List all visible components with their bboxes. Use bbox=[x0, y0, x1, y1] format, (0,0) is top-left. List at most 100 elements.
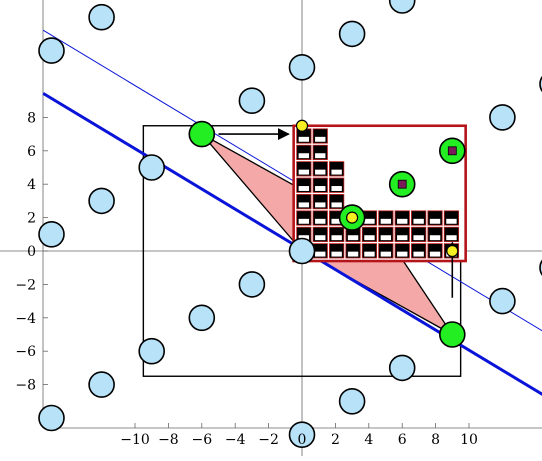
inset-cell bbox=[329, 226, 345, 243]
x-tick-label: −10 bbox=[120, 432, 150, 448]
x-tick-label: 2 bbox=[331, 432, 340, 448]
lattice-point bbox=[288, 54, 316, 81]
inset-cell bbox=[296, 144, 312, 161]
inset-cell-highlight bbox=[315, 251, 326, 257]
y-tick-label: −8 bbox=[15, 378, 36, 394]
inset-cell-highlight bbox=[364, 251, 375, 257]
inset-cell bbox=[312, 194, 328, 210]
inset-cell bbox=[312, 226, 328, 243]
inset-cell bbox=[394, 210, 410, 226]
lattice-point bbox=[489, 104, 516, 131]
inset-cell bbox=[329, 161, 345, 177]
lattice-point bbox=[238, 87, 266, 114]
inset-cell-highlight bbox=[331, 186, 342, 191]
yellow-point bbox=[446, 244, 459, 258]
inset-cell bbox=[296, 177, 312, 193]
inset-cell bbox=[394, 226, 410, 243]
inset-cell bbox=[329, 194, 345, 210]
inset-cell bbox=[329, 243, 345, 259]
inset-cell-highlight bbox=[397, 235, 408, 241]
lattice-point bbox=[188, 304, 216, 332]
basis-point bbox=[438, 321, 466, 348]
basis-point bbox=[188, 120, 216, 148]
inset-cell-highlight bbox=[315, 235, 326, 241]
inset-cell bbox=[345, 243, 361, 259]
y-tick-label: −6 bbox=[15, 344, 36, 360]
lattice-point bbox=[38, 404, 65, 432]
lattice-point bbox=[288, 421, 316, 449]
inset-cell bbox=[312, 144, 328, 161]
y-tick-label: 6 bbox=[27, 144, 36, 160]
inset-cell-highlight bbox=[429, 251, 441, 257]
inset-cell bbox=[411, 226, 427, 243]
lattice-points bbox=[38, 0, 542, 449]
inset-cell-highlight bbox=[331, 169, 342, 175]
x-tick-label: −4 bbox=[225, 432, 246, 448]
y-tick-label: 2 bbox=[27, 211, 36, 227]
inset-cell-highlight bbox=[380, 235, 392, 241]
inset-cell bbox=[312, 210, 328, 226]
inset-cell-highlight bbox=[429, 235, 441, 241]
lattice-point bbox=[338, 387, 366, 415]
inset-cell-highlight bbox=[298, 186, 310, 191]
inset-cell-highlight bbox=[315, 202, 326, 208]
inset-cell-highlight bbox=[331, 202, 342, 208]
inset-cell-highlight bbox=[446, 218, 457, 224]
highlight-point-core bbox=[397, 179, 407, 189]
inset-cell bbox=[411, 210, 427, 226]
inset-cell bbox=[296, 161, 312, 177]
inset-cell bbox=[411, 243, 427, 259]
inset-cell-highlight bbox=[413, 235, 424, 241]
inset-cell bbox=[378, 226, 394, 243]
inset-cell-highlight bbox=[347, 251, 359, 257]
inset-cell-highlight bbox=[315, 186, 326, 191]
inset-region bbox=[292, 124, 467, 263]
lattice-point bbox=[238, 271, 266, 298]
lattice-point bbox=[388, 0, 416, 14]
lattice-point bbox=[88, 187, 115, 215]
inset-cell-highlight bbox=[331, 235, 342, 241]
inset-cell-highlight bbox=[364, 218, 375, 224]
inset-cell-highlight bbox=[446, 235, 457, 241]
inset-cell-highlight bbox=[331, 218, 342, 224]
inset-cell bbox=[427, 210, 443, 226]
y-tick-label: 4 bbox=[27, 177, 36, 193]
lattice-point bbox=[288, 237, 316, 265]
x-tick-label: −2 bbox=[258, 432, 279, 448]
lattice-point bbox=[138, 154, 165, 181]
lattice-point bbox=[88, 3, 115, 31]
y-tick-label: 8 bbox=[27, 110, 36, 126]
inset-cell bbox=[394, 243, 410, 259]
lattice-point bbox=[38, 37, 65, 64]
lattice-point bbox=[338, 20, 366, 48]
inset-cell bbox=[361, 226, 378, 243]
inset-cell-highlight bbox=[397, 251, 408, 257]
inset-border bbox=[292, 124, 467, 263]
tick-labels: −10 −8 −6 −4 −2 0 2 4 6 8 10 8 6 4 2 0 −2 −4 −6 −8 bbox=[15, 110, 478, 448]
inset-cell-highlight bbox=[315, 169, 326, 175]
inset-cell-highlight bbox=[380, 218, 392, 224]
inset-cell-highlight bbox=[298, 202, 310, 208]
y-tick-label: −4 bbox=[15, 311, 36, 327]
x-tick-label: 4 bbox=[364, 432, 373, 448]
inset-cell-highlight bbox=[429, 218, 441, 224]
inset-cell-highlight bbox=[413, 251, 424, 257]
x-tick-label: 8 bbox=[431, 432, 440, 448]
inset-cell bbox=[296, 210, 312, 226]
inset-cell-highlight bbox=[298, 169, 310, 175]
inset-cell bbox=[443, 210, 460, 226]
x-tick-label: 0 bbox=[298, 432, 307, 448]
inset-cell-highlight bbox=[315, 218, 326, 224]
inset-cell bbox=[312, 177, 328, 193]
inset-cell-highlight bbox=[298, 235, 310, 241]
inset-cell bbox=[378, 210, 394, 226]
inset-cell bbox=[427, 243, 443, 259]
inset-cell bbox=[329, 177, 345, 193]
lattice-point bbox=[138, 337, 165, 365]
inset-cell-highlight bbox=[298, 136, 310, 142]
x-tick-label: 6 bbox=[398, 432, 407, 448]
x-tick-label: −6 bbox=[191, 432, 212, 448]
lattice-point bbox=[489, 287, 516, 315]
inset-cell-highlight bbox=[298, 153, 310, 159]
